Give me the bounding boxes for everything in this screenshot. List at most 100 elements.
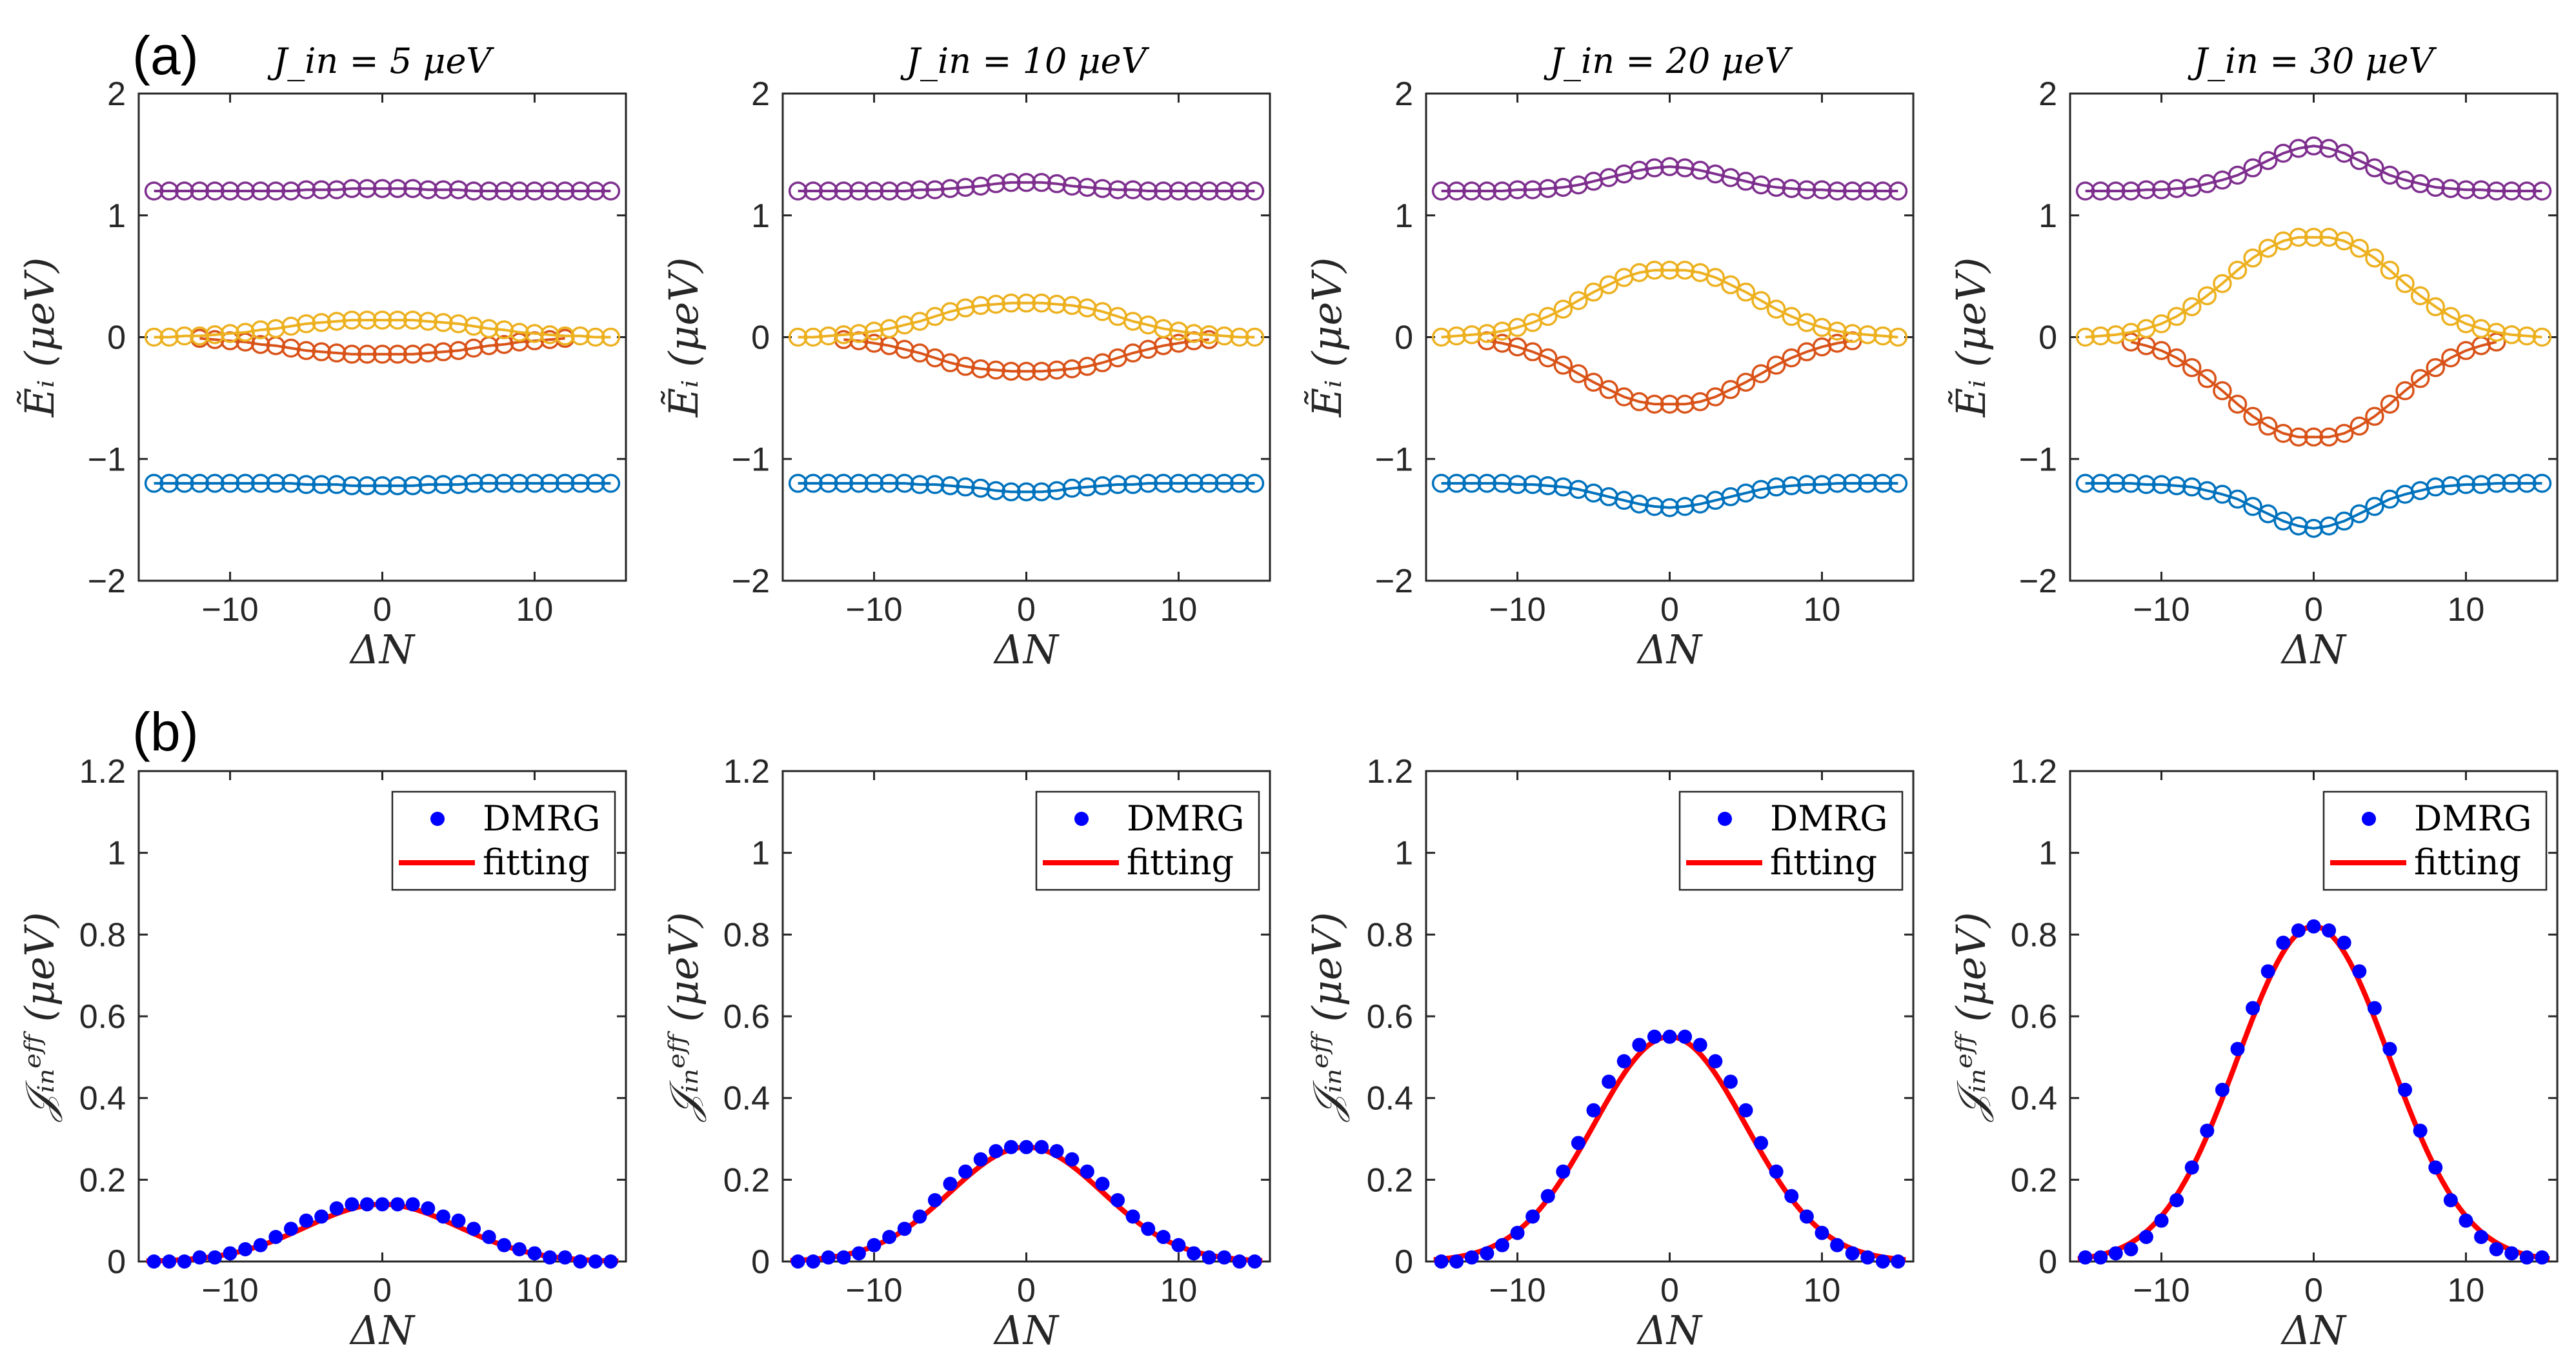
data-point: [205, 181, 225, 201]
y-tick-label: 0.8: [1367, 916, 1413, 954]
series-line: [154, 187, 611, 192]
plot-title: J_in = 10 μeV: [900, 41, 1149, 81]
x-tick-label: 0: [1660, 1272, 1679, 1309]
data-point: [895, 474, 914, 493]
data-point: [2426, 357, 2445, 377]
data-point: [1523, 475, 1542, 494]
data-point: [1751, 291, 1771, 310]
dmrg-point: [1586, 1103, 1601, 1118]
dmrg-point: [1799, 1209, 1814, 1224]
data-point: [251, 335, 270, 354]
dmrg-point: [1830, 1238, 1845, 1252]
data-point: [1645, 260, 1664, 280]
dmrg-point: [1065, 1152, 1080, 1167]
y-axis-label: Ẽᵢ (μeV): [16, 257, 63, 418]
legend-fit-label: fitting: [483, 842, 590, 883]
panel-label-a: (a): [132, 25, 199, 86]
data-point: [1827, 334, 1847, 353]
data-point: [1230, 474, 1249, 493]
dmrg-point: [1434, 1254, 1449, 1269]
data-point: [2502, 181, 2521, 201]
dmrg-point: [2169, 1193, 2184, 1207]
data-point: [2075, 327, 2095, 347]
data-point: [327, 475, 347, 494]
series-e3: [2075, 227, 2552, 347]
x-axis-label: ΔN: [1636, 626, 1704, 673]
y-tick-label: 0.4: [1367, 1080, 1413, 1118]
data-point: [834, 181, 854, 201]
data-point: [2167, 348, 2186, 368]
y-tick-label: 0.8: [2011, 916, 2057, 954]
dmrg-point: [2489, 1242, 2504, 1256]
dmrg-point: [283, 1221, 298, 1236]
x-tick-label: 10: [1804, 591, 1841, 628]
x-tick-label: 10: [2448, 591, 2485, 628]
x-tick-label: 10: [1804, 1272, 1841, 1309]
data-point: [2380, 394, 2400, 414]
data-point: [2441, 476, 2460, 496]
dmrg-point: [512, 1242, 527, 1256]
data-point: [2121, 474, 2141, 493]
dmrg-points: [146, 1197, 618, 1269]
x-tick-label: 0: [2304, 591, 2323, 628]
data-point: [2289, 516, 2308, 536]
y-tick-label: 0: [2038, 319, 2057, 357]
data-point: [834, 325, 854, 345]
x-tick-label: 10: [1160, 591, 1198, 628]
data-point: [342, 179, 362, 198]
data-point: [2167, 179, 2186, 198]
data-point: [2091, 474, 2110, 493]
data-point: [251, 181, 270, 201]
dmrg-point: [1156, 1230, 1171, 1244]
series-line: [199, 337, 565, 356]
data-point: [1538, 179, 1558, 198]
dmrg-point: [2246, 1001, 2260, 1016]
dmrg-point: [390, 1197, 405, 1212]
data-point: [1842, 324, 1862, 343]
data-point: [266, 319, 286, 339]
data-point: [1873, 181, 1893, 201]
data-point: [2243, 248, 2262, 268]
y-axis-label: Ẽᵢ (μeV): [660, 257, 707, 418]
data-point: [403, 476, 423, 496]
data-point: [1645, 158, 1664, 177]
data-point: [1123, 180, 1143, 199]
data-point: [1462, 181, 1482, 201]
series-line: [798, 301, 1255, 339]
data-point: [2441, 307, 2460, 327]
y-tick-label: 1: [2038, 197, 2057, 235]
data-point: [1032, 293, 1051, 313]
data-point: [494, 474, 514, 493]
dmrg-point: [2291, 923, 2306, 938]
data-point: [2197, 368, 2217, 388]
coupling-plot-2: −10 0 10 0 0.2 0.4 0.6 0.8 1 1.2 ΔN 𝒥ᵢₙᵉᶠᶠ (μeV) DMR…: [660, 753, 1271, 1354]
data-point: [448, 314, 468, 334]
data-point: [2304, 227, 2324, 247]
data-point: [2289, 139, 2308, 158]
data-point: [1016, 293, 1036, 313]
data-point: [236, 474, 255, 493]
data-point: [1629, 161, 1649, 180]
dmrg-point: [2519, 1250, 2534, 1265]
data-point: [2289, 427, 2308, 447]
data-point: [1199, 325, 1219, 345]
dmrg-point: [146, 1254, 161, 1269]
data-point: [1553, 356, 1573, 375]
data-point: [1629, 392, 1649, 412]
data-point: [1888, 327, 1908, 347]
data-point: [2410, 368, 2430, 388]
x-tick-label: 10: [2448, 1272, 2485, 1309]
data-point: [2228, 165, 2248, 185]
y-axis-label: 𝒥ᵢₙᵉᶠᶠ (μeV): [660, 912, 707, 1122]
series-line: [2085, 482, 2542, 530]
y-tick-label: 1: [107, 835, 126, 872]
dmrg-point: [2276, 936, 2291, 950]
data-point: [205, 325, 225, 345]
dmrg-point: [1095, 1176, 1110, 1191]
data-point: [1569, 291, 1588, 310]
y-tick-label: 0: [1394, 1243, 1413, 1281]
y-tick-label: 0.6: [1367, 998, 1413, 1036]
data-point: [510, 181, 529, 201]
